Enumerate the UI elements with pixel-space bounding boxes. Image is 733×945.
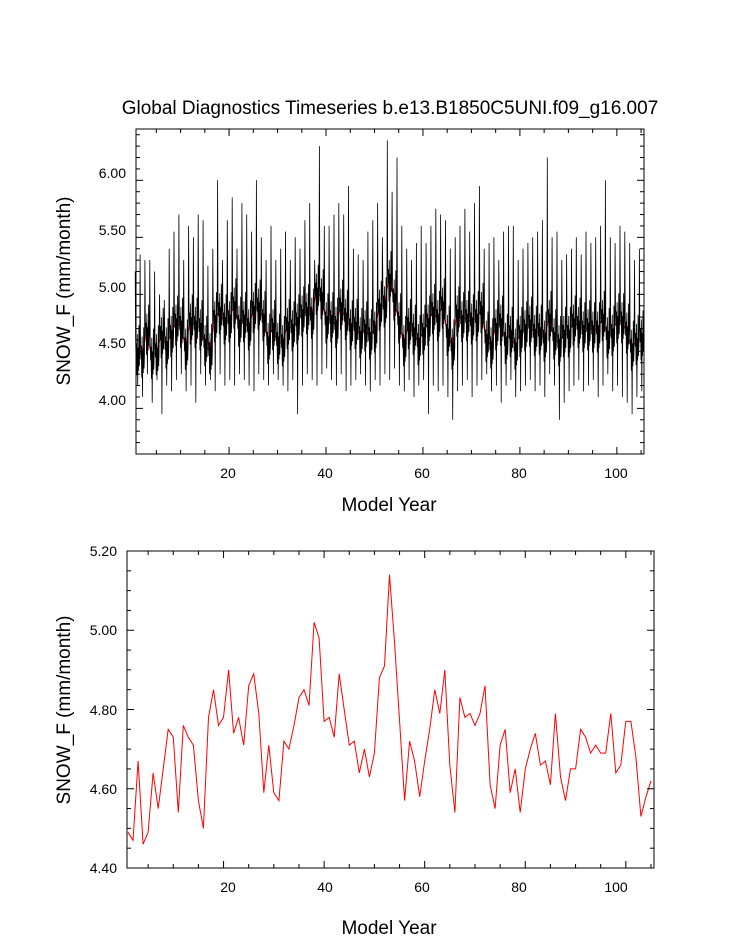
top-ticks bbox=[136, 129, 644, 455]
top-y-axis-label: SNOW_F (mm/month) bbox=[54, 197, 75, 386]
top-ytick-label-4-50: 4.50 bbox=[99, 335, 126, 351]
bottom-plot-frame bbox=[126, 550, 655, 869]
bottom-ytick-label-4-40: 4.40 bbox=[90, 860, 117, 876]
bottom-annual-series-line bbox=[127, 574, 652, 845]
bottom-xtick-label-40: 40 bbox=[317, 879, 333, 895]
bottom-xtick-label-60: 60 bbox=[414, 879, 430, 895]
bottom-panel: 4.40 4.60 4.80 5.00 5.20 20 40 60 80 100… bbox=[54, 543, 655, 939]
top-xtick-label-60: 60 bbox=[414, 465, 430, 481]
bottom-ytick-label-4-80: 4.80 bbox=[90, 702, 117, 718]
top-ytick-label-4-00: 4.00 bbox=[99, 392, 126, 408]
top-xtick-label-100: 100 bbox=[604, 465, 628, 481]
bottom-y-axis-label: SNOW_F (mm/month) bbox=[54, 616, 75, 805]
top-panel: 4.00 4.50 5.00 5.50 6.00 20 40 60 80 100… bbox=[54, 128, 645, 516]
top-monthly-series-line bbox=[134, 140, 645, 420]
top-xtick-label-40: 40 bbox=[317, 465, 333, 481]
top-x-axis-label: Model Year bbox=[341, 495, 437, 516]
bottom-xtick-label-80: 80 bbox=[511, 879, 527, 895]
bottom-x-axis-label: Model Year bbox=[341, 918, 437, 939]
chart-title: Global Diagnostics Timeseries b.e13.B185… bbox=[122, 98, 659, 119]
bottom-xtick-label-20: 20 bbox=[220, 879, 236, 895]
top-ytick-label-5-00: 5.00 bbox=[99, 279, 126, 295]
top-ytick-label-5-50: 5.50 bbox=[99, 222, 126, 238]
top-plot-frame bbox=[135, 128, 645, 455]
bottom-ytick-label-5-20: 5.20 bbox=[90, 543, 117, 559]
bottom-ytick-label-5-00: 5.00 bbox=[90, 622, 117, 638]
top-xtick-label-20: 20 bbox=[220, 465, 236, 481]
bottom-ytick-label-4-60: 4.60 bbox=[90, 781, 117, 797]
bottom-annual-line bbox=[127, 574, 652, 845]
top-xtick-label-80: 80 bbox=[511, 465, 527, 481]
bottom-xtick-label-100: 100 bbox=[604, 879, 628, 895]
bottom-ticks bbox=[127, 550, 654, 869]
top-ytick-label-6-00: 6.00 bbox=[99, 165, 126, 181]
top-monthly-line bbox=[134, 140, 645, 420]
